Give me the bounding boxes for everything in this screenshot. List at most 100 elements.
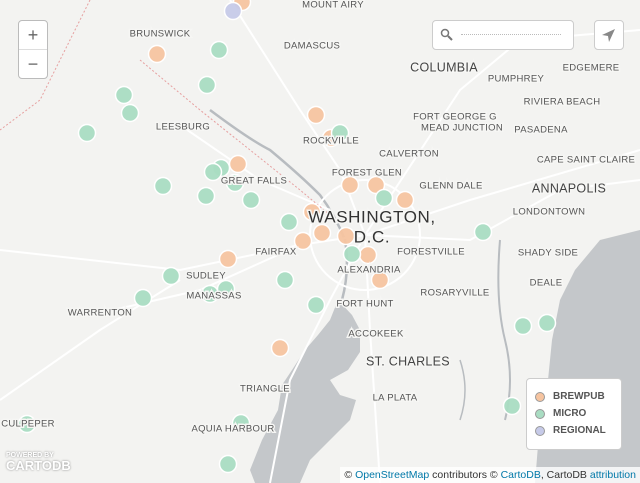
place-label: DEALE bbox=[530, 278, 563, 289]
venue-marker bbox=[395, 190, 415, 210]
place-label: CULPEPER bbox=[1, 419, 55, 430]
place-label: SUDLEY bbox=[186, 271, 226, 282]
legend-swatch bbox=[535, 408, 545, 419]
place-label: DAMASCUS bbox=[284, 41, 340, 52]
legend: BREWPUB MICRO REGIONAL bbox=[526, 378, 622, 450]
venue-marker bbox=[306, 295, 326, 315]
attribution-link[interactable]: OpenStreetMap bbox=[355, 469, 430, 481]
logo-line: POWERED BY bbox=[6, 452, 54, 459]
venue-marker bbox=[153, 176, 173, 196]
place-label: LA PLATA bbox=[373, 393, 418, 404]
venue-marker bbox=[374, 188, 394, 208]
venue-marker bbox=[147, 44, 167, 64]
venue-marker bbox=[197, 75, 217, 95]
legend-item: REGIONAL bbox=[535, 425, 606, 436]
legend-swatch bbox=[535, 391, 545, 402]
place-label: MEAD JUNCTION bbox=[421, 123, 503, 134]
place-label: AQUIA HARBOUR bbox=[191, 424, 274, 435]
place-label: WASHINGTON, bbox=[308, 207, 436, 226]
venue-marker bbox=[231, 413, 251, 433]
legend-label: MICRO bbox=[553, 408, 587, 419]
place-label: MOUNT AIRY bbox=[302, 0, 364, 11]
logo-line: CARTODB bbox=[6, 458, 71, 473]
venue-marker bbox=[293, 231, 313, 251]
zoom-out[interactable]: − bbox=[19, 49, 47, 78]
cartodb-logo: POWERED BY CARTODB bbox=[6, 452, 71, 472]
attribution-text: contributors © bbox=[432, 469, 498, 481]
venue-marker bbox=[340, 175, 360, 195]
place-label: ROSARYVILLE bbox=[420, 288, 489, 299]
place-label: CALVERTON bbox=[379, 149, 439, 160]
venue-marker bbox=[225, 173, 245, 193]
place-label: ACCOKEEK bbox=[348, 329, 404, 340]
place-label: PASADENA bbox=[514, 125, 568, 136]
place-label: GLENN DALE bbox=[419, 181, 482, 192]
place-label: ST. CHARLES bbox=[366, 354, 450, 368]
zoom-control: + − bbox=[18, 20, 48, 79]
venue-marker bbox=[302, 202, 322, 222]
attribution-text: © bbox=[344, 469, 353, 481]
legend-label: REGIONAL bbox=[553, 425, 606, 436]
venue-marker bbox=[203, 162, 223, 182]
venue-marker bbox=[312, 223, 332, 243]
place-label: TRIANGLE bbox=[240, 384, 290, 395]
venue-marker bbox=[218, 454, 238, 474]
place-label: FAIRFAX bbox=[255, 247, 297, 258]
venue-marker bbox=[502, 396, 522, 416]
venue-marker bbox=[17, 414, 37, 434]
place-label: EDGEMERE bbox=[563, 63, 620, 74]
attribution-text: , CartoDB bbox=[540, 469, 587, 481]
attribution-link[interactable]: attribution bbox=[589, 469, 636, 481]
locate-icon bbox=[602, 29, 615, 42]
venue-marker bbox=[473, 222, 493, 242]
place-label: BRUNSWICK bbox=[130, 29, 191, 40]
venue-marker bbox=[370, 270, 390, 290]
legend-swatch bbox=[535, 425, 545, 436]
legend-item: BREWPUB bbox=[535, 391, 605, 402]
venue-marker bbox=[228, 154, 248, 174]
place-label: RIVIERA BEACH bbox=[524, 97, 601, 108]
attribution-link[interactable]: CartoDB bbox=[500, 469, 541, 481]
place-label: WARRENTON bbox=[68, 308, 132, 319]
venue-marker bbox=[196, 186, 216, 206]
place-label: FOREST GLEN bbox=[332, 168, 402, 179]
state-border bbox=[0, 0, 331, 216]
venue-marker bbox=[270, 338, 290, 358]
place-label: ANNAPOLIS bbox=[532, 181, 606, 195]
venue-marker bbox=[537, 313, 557, 333]
venue-marker bbox=[513, 316, 533, 336]
venue-marker bbox=[342, 244, 362, 264]
venue-marker bbox=[209, 40, 229, 60]
place-label: D.C. bbox=[354, 227, 390, 246]
venue-marker bbox=[330, 123, 350, 143]
place-label: COLUMBIA bbox=[410, 60, 478, 74]
search-box[interactable] bbox=[432, 20, 574, 50]
venue-marker bbox=[77, 123, 97, 143]
place-label: FORT HUNT bbox=[336, 299, 393, 310]
search-input-line bbox=[461, 34, 561, 35]
attribution: © OpenStreetMap contributors © CartoDB, … bbox=[340, 467, 640, 483]
place-label: SHADY SIDE bbox=[518, 248, 578, 259]
venue-marker bbox=[241, 190, 261, 210]
search-icon bbox=[440, 28, 453, 41]
place-labels: MOUNT AIRY BRUNSWICK DAMASCUS COLUMBIA EDGEM… bbox=[0, 0, 636, 436]
zoom-in[interactable]: + bbox=[27, 25, 39, 45]
legend-item: MICRO bbox=[535, 408, 586, 419]
place-label: ALEXANDRIA bbox=[337, 265, 401, 276]
venue-marker bbox=[120, 103, 140, 123]
place-label: FORESTVILLE bbox=[397, 247, 465, 258]
place-label: CAPE SAINT CLAIRE bbox=[537, 155, 635, 166]
venue-marker bbox=[279, 212, 299, 232]
legend-label: BREWPUB bbox=[553, 391, 605, 402]
place-label: FORT GEORGE G bbox=[413, 112, 497, 123]
place-label: PUMPHREY bbox=[488, 74, 545, 85]
venue-marker bbox=[216, 279, 236, 299]
markers bbox=[17, 0, 557, 474]
place-label: LEESBURG bbox=[156, 122, 210, 133]
place-label: LONDONTOWN bbox=[513, 207, 586, 218]
venue-marker bbox=[223, 1, 243, 21]
locate-button[interactable] bbox=[594, 20, 624, 50]
venue-marker bbox=[114, 85, 134, 105]
